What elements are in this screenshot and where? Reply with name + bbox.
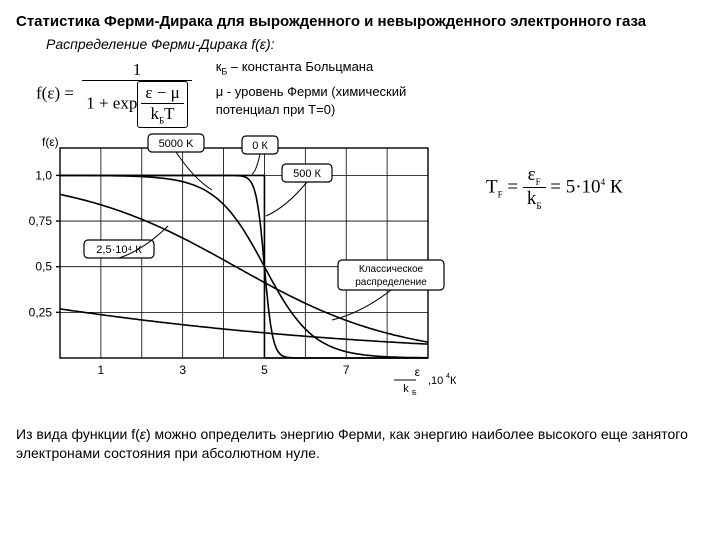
svg-text:f(ε): f(ε) — [42, 135, 59, 149]
fermi-dirac-formula: f(ε) = 1 1 + exp⁠ε − μkБT — [36, 60, 192, 129]
note-boltzmann: кБ – константа Больцмана — [216, 58, 456, 78]
formula-denom: 1 + exp⁠ε − μkБT — [82, 81, 191, 129]
svg-text:k: k — [403, 383, 409, 395]
svg-text:0,25: 0,25 — [29, 306, 53, 320]
formula-numer: 1 — [82, 60, 191, 81]
footer-text: Из вида функции f(ε) можно определить эн… — [16, 425, 704, 461]
right-column: TF = εFkБ = 5·104 К — [486, 54, 704, 212]
svg-text:1,0: 1,0 — [35, 169, 52, 183]
svg-text:2,5·10⁴ К: 2,5·10⁴ К — [96, 244, 142, 256]
svg-text:0,5: 0,5 — [35, 260, 52, 274]
svg-text:0,75: 0,75 — [29, 215, 53, 229]
svg-text:0 К: 0 К — [252, 140, 268, 152]
svg-text:5000 K: 5000 K — [159, 138, 195, 150]
formula-lhs: f(ε) = — [36, 83, 74, 102]
main-layout: f(ε) = 1 1 + exp⁠ε − μkБT кБ – константа… — [16, 54, 704, 404]
svg-text:7: 7 — [343, 363, 350, 377]
svg-text:ε: ε — [415, 365, 421, 379]
svg-text:распределение: распределение — [355, 277, 427, 288]
page-subtitle: Распределение Ферми-Дирака f(ε): — [46, 36, 704, 52]
svg-text:Классическое: Классическое — [359, 264, 424, 275]
svg-text:3: 3 — [179, 363, 186, 377]
svg-text:,10: ,10 — [428, 375, 443, 387]
left-column: f(ε) = 1 1 + exp⁠ε − μkБT кБ – константа… — [16, 54, 476, 404]
svg-text:1: 1 — [98, 363, 105, 377]
fermi-temperature-formula: TF = εFkБ = 5·104 К — [486, 164, 704, 212]
svg-text:500 К: 500 К — [293, 168, 321, 180]
page-title: Статистика Ферми-Дирака для вырожденного… — [16, 12, 704, 32]
chart-svg: 13570,250,50,751,0f(ε)εkБ,104К5000 K0 К5… — [16, 130, 456, 400]
fermi-chart: 13570,250,50,751,0f(ε)εkБ,104К5000 K0 К5… — [16, 130, 476, 403]
note-mu: μ - уровень Ферми (химический потенциал … — [216, 83, 456, 118]
svg-text:Б: Б — [412, 390, 417, 397]
svg-text:5: 5 — [261, 363, 268, 377]
svg-text:К: К — [450, 375, 456, 387]
